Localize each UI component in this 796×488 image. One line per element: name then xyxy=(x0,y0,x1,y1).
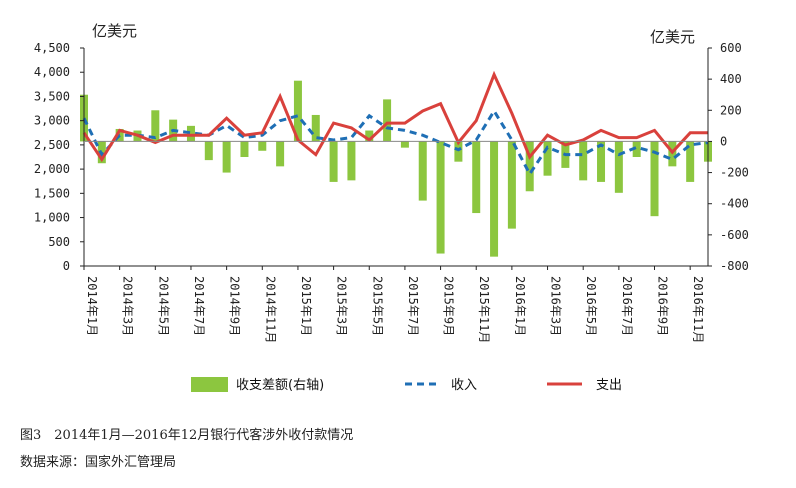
bar xyxy=(454,141,463,162)
bar xyxy=(151,110,160,142)
x-tick-label: 2014年3月 xyxy=(121,276,135,336)
bar xyxy=(632,141,641,157)
right-tick-label: -400 xyxy=(720,197,749,211)
x-tick-label: 2015年9月 xyxy=(442,276,456,336)
x-tick-label: 2015年7月 xyxy=(406,276,420,336)
left-tick-label: 1,500 xyxy=(34,186,70,200)
left-tick-label: 500 xyxy=(48,235,70,249)
legend-item-expense: 支出 xyxy=(547,378,622,393)
right-tick-label: -200 xyxy=(720,166,749,180)
x-tick-label: 2014年5月 xyxy=(156,276,170,336)
bar xyxy=(186,125,195,142)
x-tick-label: 2016年1月 xyxy=(513,276,527,336)
left-tick-label: 1,000 xyxy=(34,211,70,225)
bar xyxy=(436,141,445,254)
x-tick-label: 2015年1月 xyxy=(299,276,313,336)
left-tick-label: 2,000 xyxy=(34,162,70,176)
bar xyxy=(383,99,392,142)
legend-item-income: 收入 xyxy=(405,378,477,393)
bar xyxy=(472,141,481,214)
bar xyxy=(543,141,552,176)
left-tick-label: 2,500 xyxy=(34,138,70,152)
x-tick-label: 2015年11月 xyxy=(477,276,491,343)
bar xyxy=(597,141,606,182)
axes xyxy=(83,48,709,267)
legend: 收支差额(右轴) 收入 支出 xyxy=(191,377,622,393)
right-tick-label: 400 xyxy=(720,72,742,86)
line-series-income xyxy=(82,108,709,177)
bar xyxy=(311,114,320,142)
line-series-expense xyxy=(82,70,708,163)
x-tick-label: 2016年9月 xyxy=(656,276,670,336)
left-axis-ticks: 0 500 1,000 1,500 2,000 2,500 3,000 3,500 4,000 4… xyxy=(34,41,84,273)
bar xyxy=(579,141,588,181)
bar xyxy=(650,141,659,217)
bar xyxy=(400,141,409,148)
bar xyxy=(418,141,427,201)
x-tick-label: 2014年11月 xyxy=(263,276,277,343)
bar xyxy=(490,141,499,257)
bar xyxy=(204,141,213,161)
bar xyxy=(276,141,285,167)
x-tick-label: 2016年5月 xyxy=(584,276,598,336)
left-axis-unit: 亿美元 xyxy=(92,22,137,40)
x-tick-label: 2014年1月 xyxy=(85,276,99,336)
right-tick-label: -600 xyxy=(720,228,749,242)
x-tick-label: 2015年3月 xyxy=(335,276,349,336)
x-tick-label: 2014年7月 xyxy=(192,276,206,336)
bar xyxy=(240,141,249,157)
bar xyxy=(507,141,516,229)
x-tick-label: 2016年11月 xyxy=(691,276,705,343)
x-axis-ticks: 2014年1月 2014年3月 2014年5月 2014年7月 2014年9月 2014年… xyxy=(83,266,705,343)
bar xyxy=(686,141,695,182)
bar xyxy=(614,141,623,193)
x-tick-label: 2014年9月 xyxy=(228,276,242,336)
left-tick-label: 3,500 xyxy=(34,89,70,103)
figure-caption: 图3 2014年1月—2016年12月银行代客涉外收付款情况 xyxy=(20,428,354,443)
right-axis-ticks: -800 -600 -400 -200 0 200 400 600 xyxy=(708,41,749,273)
right-axis-unit: 亿美元 xyxy=(650,28,695,46)
x-tick-label: 2016年7月 xyxy=(620,276,634,336)
left-tick-label: 0 xyxy=(63,259,70,273)
bar-series-balance xyxy=(80,80,712,257)
left-tick-label: 4,000 xyxy=(34,65,70,79)
legend-label-expense: 支出 xyxy=(596,378,622,393)
chart: 0 500 1,000 1,500 2,000 2,500 3,000 3,500 4,000 4… xyxy=(34,22,749,393)
bar xyxy=(329,141,338,182)
right-tick-label: 600 xyxy=(720,41,742,55)
bar xyxy=(222,141,231,173)
legend-label-income: 收入 xyxy=(451,378,477,393)
bar xyxy=(365,130,374,142)
bar xyxy=(293,80,302,142)
legend-item-balance: 收支差额(右轴) xyxy=(191,377,324,393)
data-source: 数据来源：国家外汇管理局 xyxy=(20,455,177,470)
right-tick-label: 0 xyxy=(720,134,727,148)
legend-swatch-balance xyxy=(191,377,228,392)
left-tick-label: 4,500 xyxy=(34,41,70,55)
bar xyxy=(347,141,356,181)
x-tick-label: 2015年5月 xyxy=(370,276,384,336)
left-tick-label: 3,000 xyxy=(34,114,70,128)
legend-label-balance: 收支差额(右轴) xyxy=(236,378,324,393)
bar xyxy=(258,141,267,151)
right-tick-label: 200 xyxy=(720,103,742,117)
right-tick-label: -800 xyxy=(720,259,749,273)
x-tick-label: 2016年3月 xyxy=(549,276,563,336)
bar xyxy=(525,141,534,192)
